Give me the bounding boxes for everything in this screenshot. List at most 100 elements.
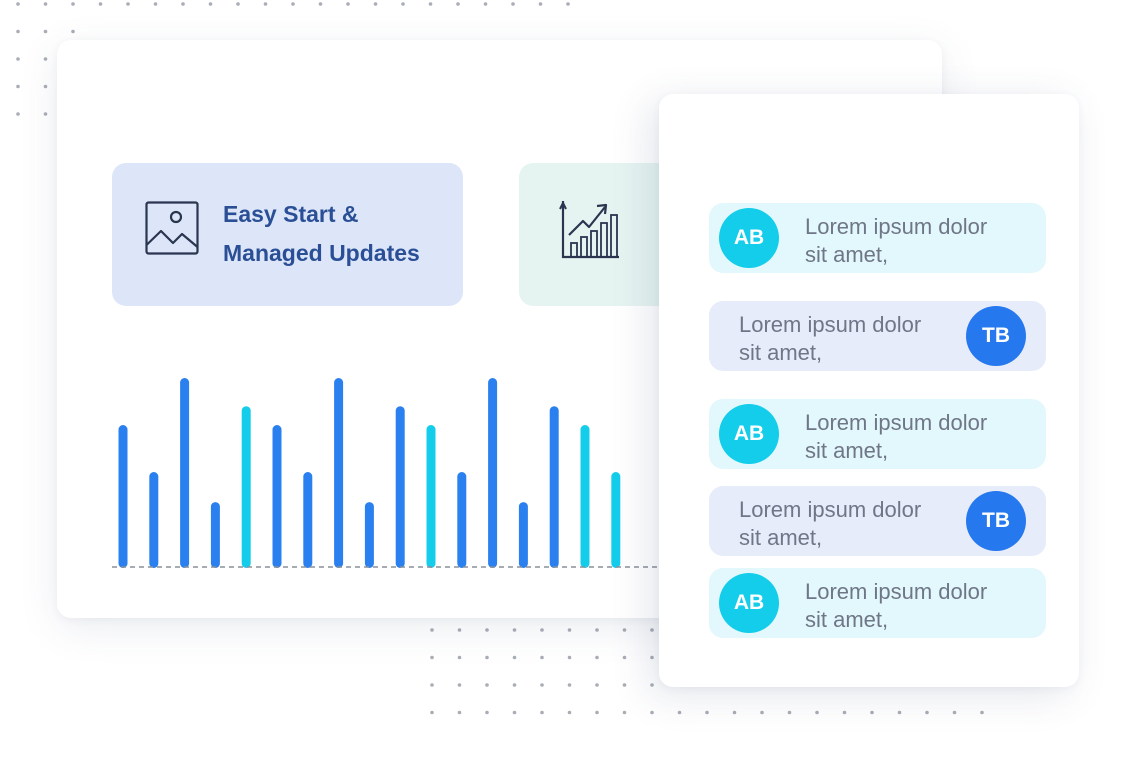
decor-dot	[732, 710, 737, 715]
avatar: TB	[966, 306, 1026, 366]
decor-dot	[566, 2, 570, 6]
decor-dot	[650, 683, 654, 687]
decor-dot	[677, 710, 682, 715]
chart-bar	[549, 406, 559, 568]
decor-dot	[622, 710, 627, 715]
decor-dot	[43, 84, 48, 89]
decor-dot	[43, 2, 48, 6]
decor-dot	[842, 710, 847, 715]
decor-dot	[650, 710, 654, 715]
decor-dot	[815, 710, 819, 715]
decor-dot	[622, 628, 627, 632]
decor-dot	[567, 628, 572, 632]
feature-card-easy-start[interactable]: Easy Start & Managed Updates	[112, 163, 463, 306]
decor-dot	[346, 2, 350, 6]
decor-dot	[567, 655, 572, 660]
decor-dot	[540, 655, 544, 660]
decor-dot	[870, 710, 874, 715]
decor-dot	[71, 2, 75, 6]
decor-dot	[430, 655, 434, 660]
decor-dot	[512, 628, 517, 632]
chart-bar	[118, 425, 128, 568]
chart-bar	[272, 425, 282, 568]
message-row[interactable]: AB Lorem ipsum dolor sit amet,	[709, 399, 1046, 469]
decor-dot	[428, 2, 433, 6]
chart-bar	[303, 472, 313, 568]
decor-dot	[622, 655, 627, 660]
decor-dot	[16, 29, 20, 34]
chart-bar	[334, 378, 344, 568]
growth-chart-icon	[559, 199, 621, 266]
chart-bar	[457, 472, 467, 568]
decor-dot	[595, 628, 599, 632]
message-text: Lorem ipsum dolor sit amet,	[805, 410, 988, 463]
decor-dot	[430, 683, 434, 687]
decor-dot	[485, 628, 489, 632]
decor-dot	[43, 57, 48, 61]
chat-card: AB Lorem ipsum dolor sit amet, Lorem ipsu…	[659, 94, 1079, 687]
decor-dot	[897, 710, 902, 715]
decor-dot	[485, 683, 489, 687]
decor-dot	[540, 683, 544, 687]
avatar: TB	[966, 491, 1026, 551]
decor-dot	[512, 655, 517, 660]
decor-dot	[291, 2, 295, 6]
chart-bar	[364, 502, 374, 568]
decor-dot	[650, 628, 654, 632]
decor-dot	[43, 112, 48, 116]
decor-dot	[208, 2, 213, 6]
decor-dot	[16, 57, 20, 61]
chart-bar	[426, 425, 436, 568]
decor-dot	[98, 2, 103, 6]
decor-dot	[650, 655, 654, 660]
chart-bar	[611, 472, 621, 568]
decor-dot	[457, 710, 462, 715]
decor-dot	[540, 628, 544, 632]
chart-bar	[180, 378, 190, 568]
decor-dot	[595, 683, 599, 687]
message-row[interactable]: AB Lorem ipsum dolor sit amet,	[709, 203, 1046, 273]
message-row[interactable]: Lorem ipsum dolor sit amet, TB	[709, 301, 1046, 371]
avatar: AB	[719, 404, 779, 464]
decor-dot	[787, 710, 792, 715]
decor-dot	[485, 710, 489, 715]
chart-bar	[149, 472, 159, 568]
message-row[interactable]: Lorem ipsum dolor sit amet, TB	[709, 486, 1046, 556]
decor-dot	[181, 2, 185, 6]
decor-dot	[457, 683, 462, 687]
image-icon	[145, 201, 199, 260]
message-text: Lorem ipsum dolor sit amet,	[805, 214, 988, 267]
decor-dot	[622, 683, 627, 687]
decor-dot	[595, 655, 599, 660]
decor-dot	[952, 710, 957, 715]
decor-dot	[126, 2, 130, 6]
decor-dot	[16, 112, 20, 116]
decor-dot	[483, 2, 488, 6]
feature-title: Easy Start & Managed Updates	[223, 201, 420, 266]
avatar: AB	[719, 573, 779, 633]
chart-bar	[210, 502, 220, 568]
chart-bar	[488, 378, 498, 568]
decor-dot	[16, 84, 20, 89]
decor-dot	[373, 2, 378, 6]
decor-dot	[263, 2, 268, 6]
decor-dot	[153, 2, 158, 6]
decor-dot	[16, 2, 20, 6]
decor-dot	[595, 710, 599, 715]
decor-dot	[430, 710, 434, 715]
decor-dot	[401, 2, 405, 6]
decor-dot	[705, 710, 709, 715]
chart-bar	[395, 406, 405, 568]
message-text: Lorem ipsum dolor sit amet,	[739, 497, 922, 550]
message-row[interactable]: AB Lorem ipsum dolor sit amet,	[709, 568, 1046, 638]
bar-chart	[112, 370, 672, 575]
chart-bar	[241, 406, 251, 568]
chart-bar	[518, 502, 528, 568]
decor-dot	[318, 2, 323, 6]
decor-dot	[760, 710, 764, 715]
decor-dot	[511, 2, 515, 6]
decor-dot	[567, 683, 572, 687]
message-text: Lorem ipsum dolor sit amet,	[739, 312, 922, 365]
decor-dot	[512, 683, 517, 687]
decor-dot	[430, 628, 434, 632]
